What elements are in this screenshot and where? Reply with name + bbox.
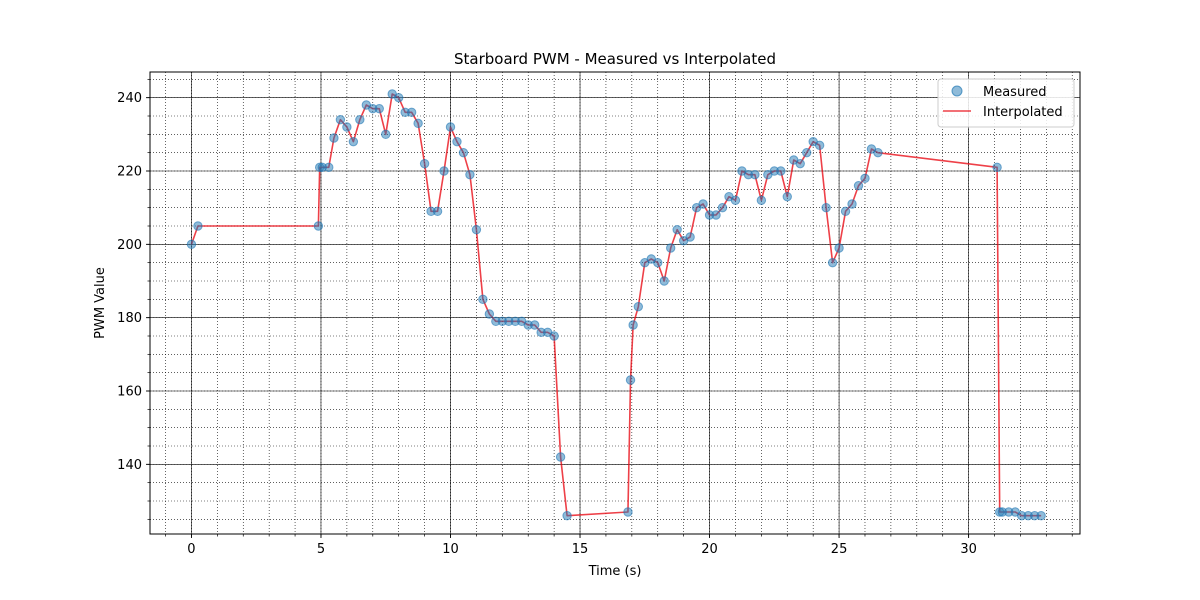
measured-point (1036, 510, 1046, 521)
measured-point (628, 320, 638, 330)
legend: Measured Interpolated (937, 78, 1075, 128)
measured-point (834, 243, 844, 253)
measured-point (659, 276, 669, 286)
measured-point (348, 136, 359, 147)
measured-point (329, 133, 339, 143)
measured-point (802, 147, 812, 158)
measured-point (193, 221, 203, 231)
measured-point (484, 309, 495, 319)
measured-point (698, 199, 708, 209)
measured-point (653, 257, 663, 268)
measured-point (393, 92, 404, 103)
x-axis-title: Time (s) (588, 564, 642, 579)
measured-point (730, 195, 741, 206)
measured-point (186, 239, 197, 250)
x-tick-label: 10 (442, 542, 459, 557)
measured-point (562, 510, 572, 521)
x-tick-label: 5 (317, 542, 325, 557)
measured-point (458, 147, 469, 158)
measured-point (782, 191, 792, 202)
measured-point (406, 107, 417, 118)
y-tick-label: 240 (117, 91, 142, 106)
measured-point (471, 224, 482, 235)
measured-point (685, 232, 695, 242)
measured-point (413, 118, 423, 129)
axis-tick-labels: 0 5 10 15 20 25 30 140 160 180 200 220 240 (117, 91, 977, 557)
measured-point (342, 122, 352, 132)
measured-point (439, 166, 449, 176)
measured-series (186, 89, 1046, 521)
y-axis-title: PWM Value (93, 267, 108, 339)
measured-point (666, 243, 676, 253)
chart-title: Starboard PWM - Measured vs Interpolated (454, 50, 776, 68)
measured-point (529, 320, 540, 330)
measured-point (821, 202, 831, 213)
measured-point (633, 301, 644, 312)
measured-point (840, 206, 851, 217)
measured-point (445, 122, 456, 132)
measured-point (711, 210, 721, 220)
measured-point (355, 114, 365, 125)
major-grid (150, 72, 1080, 534)
measured-point (776, 166, 786, 176)
plot-frame (149, 71, 1081, 535)
measured-point (374, 103, 384, 114)
measured-point (313, 221, 324, 231)
measured-point (873, 147, 883, 158)
x-tick-label: 25 (831, 542, 848, 557)
y-tick-label: 220 (117, 165, 142, 180)
measured-point (750, 169, 760, 180)
measured-point (623, 507, 633, 517)
measured-point (478, 294, 488, 305)
measured-point (827, 257, 838, 268)
y-tick-label: 140 (117, 458, 142, 473)
legend-interpolated-label: Interpolated (983, 105, 1063, 120)
y-tick-label: 200 (117, 238, 142, 253)
x-tick-label: 0 (187, 542, 195, 557)
measured-point (847, 199, 857, 209)
measured-point (625, 375, 636, 385)
measured-point (465, 169, 475, 180)
measured-point (549, 331, 559, 341)
measured-point (672, 224, 682, 235)
x-tick-label: 30 (960, 542, 977, 557)
measured-point (992, 162, 1002, 173)
measured-point (756, 195, 767, 206)
measured-point (335, 114, 346, 125)
y-tick-label: 160 (117, 385, 142, 400)
measured-point (381, 129, 391, 140)
legend-measured-label: Measured (983, 85, 1047, 100)
measured-point (555, 452, 566, 462)
x-tick-label: 15 (572, 542, 589, 557)
measured-point (717, 202, 728, 213)
legend-measured-marker (951, 85, 963, 97)
measured-point (853, 180, 864, 191)
measured-point (324, 162, 334, 173)
legend-frame (937, 78, 1075, 128)
measured-point (419, 158, 430, 169)
measured-point (795, 158, 805, 169)
measured-point (860, 173, 870, 184)
measured-point (814, 140, 825, 151)
measured-point (432, 206, 443, 217)
x-tick-label: 20 (701, 542, 718, 557)
y-tick-label: 180 (117, 311, 142, 326)
measured-point (452, 136, 462, 147)
axis-ticks (146, 78, 1073, 538)
